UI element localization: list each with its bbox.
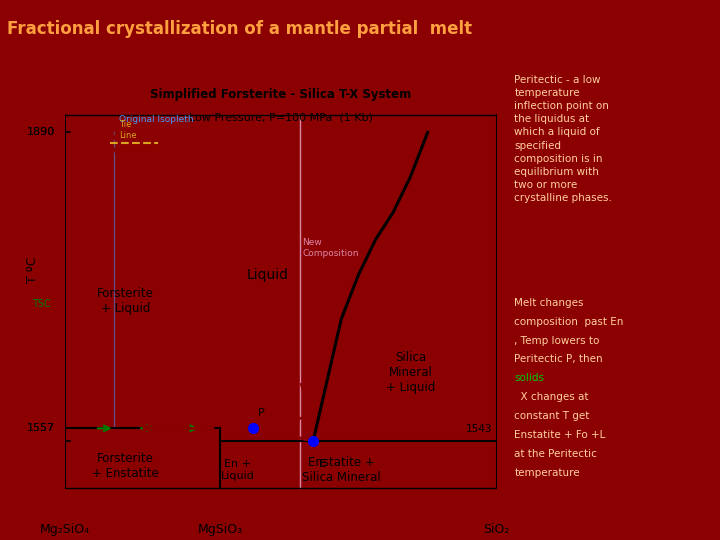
Text: Melt changes: Melt changes [514, 298, 584, 308]
Text: Forsterite
+ Liquid: Forsterite + Liquid [97, 287, 153, 315]
Text: Peritectic P, then: Peritectic P, then [514, 354, 603, 364]
Text: Tie
Line: Tie Line [119, 120, 136, 139]
Text: solids: solids [514, 373, 544, 383]
Text: Enstatite +
Silica Mineral: Enstatite + Silica Mineral [302, 456, 381, 484]
Text: Low Pressure, P=100 MPa  (1 Kb): Low Pressure, P=100 MPa (1 Kb) [189, 113, 373, 123]
Text: , Temp lowers to: , Temp lowers to [514, 335, 600, 346]
Text: Mg₂SiO₄: Mg₂SiO₄ [40, 523, 90, 536]
Text: Enstatite + Fo +L: Enstatite + Fo +L [514, 430, 606, 440]
Text: TLC: TLC [160, 230, 178, 240]
Text: X changes at: X changes at [514, 392, 589, 402]
Text: composition  past En: composition past En [514, 316, 624, 327]
Text: Fractional crystallization of a mantle partial  melt: Fractional crystallization of a mantle p… [7, 20, 472, 38]
Text: P: P [258, 408, 265, 418]
Text: Liquid: Liquid [247, 268, 289, 282]
Text: SiO₂: SiO₂ [484, 523, 510, 536]
Text: 1557: 1557 [27, 423, 55, 434]
Text: at the Peritectic: at the Peritectic [514, 449, 598, 459]
Text: MgSiO₃: MgSiO₃ [198, 523, 243, 536]
Text: Peritectic - a low
temperature
inflection point on
the liquidus at
which a liqui: Peritectic - a low temperature inflectio… [514, 75, 612, 204]
Text: 1543: 1543 [466, 424, 492, 434]
Text: 1557: 1557 [27, 423, 55, 434]
Text: temperature: temperature [514, 468, 580, 478]
Text: Original Isopleth: Original Isopleth [119, 114, 194, 124]
Text: Simplified Forsterite - Silica T-X System: Simplified Forsterite - Silica T-X Syste… [150, 88, 411, 101]
Text: 1890: 1890 [27, 127, 55, 137]
Text: E: E [318, 458, 325, 469]
Text: Forsterite
+ Enstatite: Forsterite + Enstatite [92, 451, 158, 480]
Text: Silica
Mineral
+ Liquid: Silica Mineral + Liquid [386, 351, 435, 394]
Text: TSC: TSC [32, 299, 50, 309]
Text: New
Composition: New Composition [302, 238, 359, 258]
Text: 1890: 1890 [27, 127, 55, 137]
Text: T ºC: T ºC [26, 257, 39, 284]
Text: En +
Liquid: En + Liquid [220, 460, 255, 481]
Text: constant T get: constant T get [514, 411, 590, 421]
